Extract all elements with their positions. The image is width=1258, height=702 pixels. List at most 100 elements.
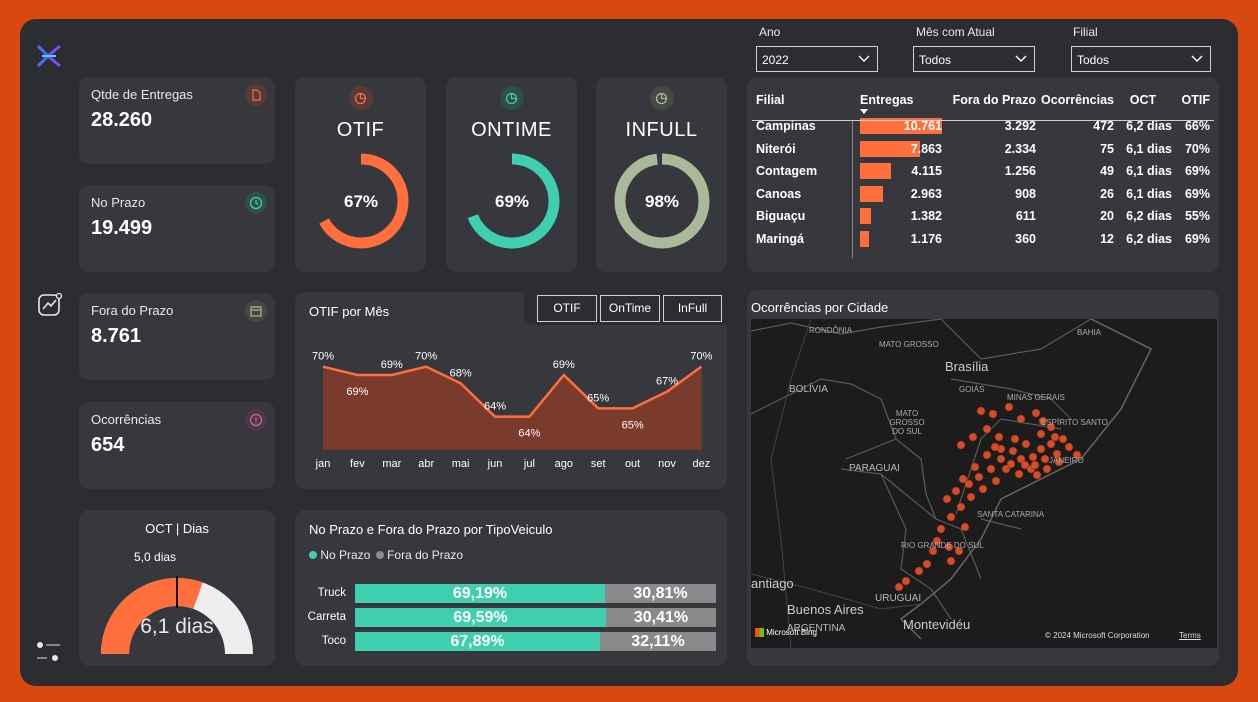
header-ocorrencias[interactable]: Ocorrências	[1041, 93, 1114, 107]
otif-data-label: 67%	[656, 376, 678, 388]
map-dot[interactable]	[951, 486, 961, 496]
map-dot[interactable]	[994, 432, 1004, 442]
map-dot[interactable]	[1052, 449, 1062, 459]
map-dot[interactable]	[1072, 450, 1082, 460]
map-dot[interactable]	[966, 492, 976, 502]
map-dot[interactable]	[986, 464, 996, 474]
map-dot[interactable]	[1014, 469, 1024, 479]
donut-arc[interactable]	[614, 153, 710, 249]
fora-bar[interactable]: 32,11%	[600, 632, 716, 651]
fora-bar[interactable]: 30,41%	[606, 608, 716, 627]
donut-value: 67%	[344, 192, 378, 211]
noprazo-bar[interactable]: 69,59%	[355, 608, 606, 627]
header-oct[interactable]: OCT	[1129, 93, 1157, 107]
slicer-filial-dropdown[interactable]: Todos	[1071, 46, 1211, 72]
slicer-filial-label: Filial	[1073, 25, 1098, 39]
map-dot[interactable]	[1042, 464, 1052, 474]
map-dot[interactable]	[922, 559, 932, 569]
header-entregas[interactable]: Entregas	[860, 93, 942, 115]
map-dot[interactable]	[988, 409, 998, 419]
map-dot[interactable]	[1004, 402, 1014, 412]
map-dot[interactable]	[1058, 434, 1068, 444]
map-dot[interactable]	[1001, 464, 1011, 474]
slicer-ano-dropdown[interactable]: 2022	[756, 46, 878, 72]
map-dot[interactable]	[928, 546, 938, 556]
header-otif[interactable]: OTIF	[1181, 93, 1210, 107]
map-dot[interactable]	[1031, 408, 1041, 418]
map-dot[interactable]	[960, 522, 970, 532]
map-dot[interactable]	[982, 424, 992, 434]
map-dot[interactable]	[1030, 460, 1040, 470]
map-dot[interactable]	[1038, 416, 1048, 426]
infull-button[interactable]: InFull	[663, 295, 722, 322]
map-dot[interactable]	[942, 494, 952, 504]
map-dot[interactable]	[1046, 422, 1056, 432]
header-filial[interactable]: Filial	[756, 93, 785, 107]
map-dot[interactable]	[982, 450, 992, 460]
map-dot[interactable]	[1020, 460, 1030, 470]
header-fora[interactable]: Fora do Prazo	[952, 93, 1036, 107]
map-dot[interactable]	[1046, 439, 1056, 449]
cell-fora: 1.256	[1004, 164, 1036, 179]
map-dot[interactable]	[1054, 457, 1064, 467]
donut-arc[interactable]	[464, 153, 560, 249]
map-dot[interactable]	[901, 576, 911, 586]
map-dot[interactable]	[956, 440, 966, 450]
donut-arc[interactable]	[313, 153, 409, 249]
map-dot[interactable]	[1032, 470, 1042, 480]
map-dot[interactable]	[1040, 454, 1050, 464]
map-dot[interactable]	[991, 476, 1001, 486]
map-dot[interactable]	[968, 432, 978, 442]
map-dot[interactable]	[1008, 446, 1018, 456]
map-dot[interactable]	[964, 479, 974, 489]
map-dot[interactable]	[932, 536, 942, 546]
map-dot[interactable]	[958, 474, 968, 484]
map-dot[interactable]	[976, 406, 986, 416]
map-view[interactable]: RONDÔNIA BAHIA MATO GROSSO Brasília GOIÁ…	[751, 319, 1217, 648]
map-copyright: © 2024 Microsoft Corporation	[1045, 631, 1150, 640]
map-dot[interactable]	[1064, 442, 1074, 452]
settings-toggle-icon[interactable]	[35, 640, 63, 664]
map-dot[interactable]	[946, 512, 956, 522]
map-dot[interactable]	[946, 556, 956, 566]
otif-button[interactable]: OTIF	[537, 295, 597, 322]
table-row[interactable]: Canoas 2.963 908 26 6,1 dias 69%	[756, 183, 1210, 206]
map-dot[interactable]	[996, 454, 1006, 464]
map-dot[interactable]	[944, 542, 954, 552]
map-dot[interactable]	[914, 566, 924, 576]
map-dot[interactable]	[1050, 432, 1060, 442]
map-dot[interactable]	[1021, 439, 1031, 449]
map-dot[interactable]	[1036, 429, 1046, 439]
table-row[interactable]: Contagem 4.115 1.256 49 6,1 dias 69%	[756, 160, 1210, 183]
table-row[interactable]: Niterói 7.863 2.334 75 6,1 dias 70%	[756, 138, 1210, 161]
ontime-button[interactable]: OnTime	[600, 295, 660, 322]
map-dot[interactable]	[1036, 444, 1046, 454]
map-dot[interactable]	[1016, 454, 1026, 464]
map-dot[interactable]	[1028, 452, 1038, 462]
noprazo-bar[interactable]: 69,19%	[355, 584, 605, 603]
map-place-label: BOLÍVIA	[789, 384, 828, 395]
slicer-mes-dropdown[interactable]: Todos	[913, 46, 1035, 72]
map-dot[interactable]	[990, 442, 1000, 452]
map-dot[interactable]	[936, 524, 946, 534]
analytics-icon[interactable]	[37, 292, 63, 318]
legend-fora-label[interactable]: Fora do Prazo	[387, 548, 464, 562]
map-dot[interactable]	[970, 462, 980, 472]
legend-noprazo-label[interactable]: No Prazo	[320, 548, 371, 562]
noprazo-bar[interactable]: 67,89%	[355, 632, 600, 651]
otif-month-tick: dez	[693, 458, 711, 470]
fora-bar[interactable]: 30,81%	[605, 584, 716, 603]
map-terms-link[interactable]: Terms	[1179, 631, 1201, 640]
map-dot[interactable]	[956, 502, 966, 512]
map-dot[interactable]	[1010, 434, 1020, 444]
map-dot[interactable]	[1016, 414, 1026, 424]
table-row[interactable]: Campinas 10.761 3.292 472 6,2 dias 66%	[756, 115, 1210, 138]
donut-card-otif: OTIF 67%	[295, 77, 426, 272]
map-dot[interactable]	[978, 484, 988, 494]
otif-line[interactable]	[322, 365, 703, 418]
table-row[interactable]: Biguaçu 1.382 611 20 6,2 dias 55%	[756, 205, 1210, 228]
map-dot[interactable]	[954, 546, 964, 556]
map-dot[interactable]	[894, 582, 904, 592]
map-dot[interactable]	[974, 472, 984, 482]
table-row[interactable]: Maringá 1.176 360 12 6,2 dias 69%	[756, 228, 1210, 251]
